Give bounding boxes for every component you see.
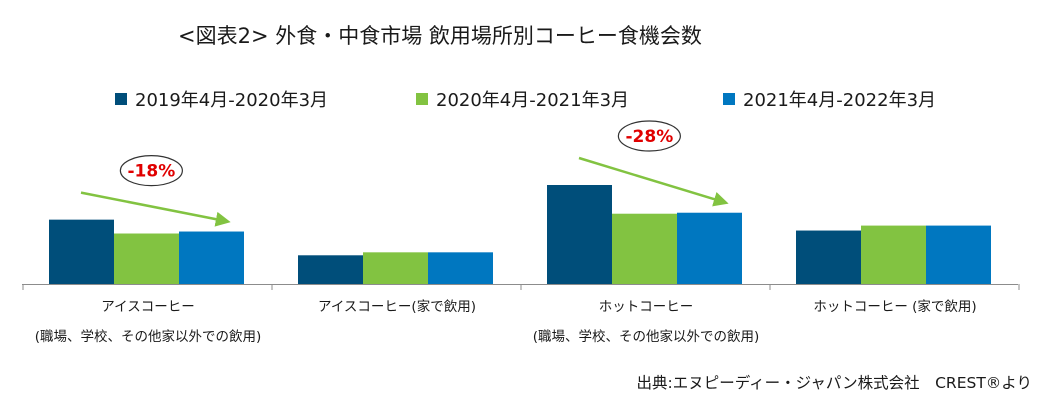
bar-s3-c3 xyxy=(677,212,742,284)
legend-swatch-3 xyxy=(723,93,735,105)
legend-swatch-2 xyxy=(416,93,428,105)
legend-item-1: 2019年4月-2020年3月 xyxy=(115,87,328,111)
source-note: 出典:エヌピーディー・ジャパン株式会社 CREST®より xyxy=(636,374,1032,392)
category-label-line: アイスコーヒー xyxy=(101,299,195,315)
bar-s2-c3 xyxy=(612,213,677,284)
category-label-line: (職場、学校、その他家以外での飲用) xyxy=(532,329,760,345)
bar-s3-c1 xyxy=(179,231,244,284)
bar-s3-c2 xyxy=(428,252,493,284)
category-label-1: アイスコーヒー (職場、学校、その他家以外での飲用) xyxy=(23,292,273,352)
legend-item-2: 2020年4月-2021年3月 xyxy=(416,87,629,111)
bar-s2-c2 xyxy=(363,252,428,284)
bar-s2-c4 xyxy=(861,225,926,284)
legend-label-2: 2020年4月-2021年3月 xyxy=(436,90,630,111)
bar-s1-c3 xyxy=(547,185,612,284)
chart-title: <図表2> 外食・中食市場 飲用場所別コーヒー食機会数 xyxy=(178,24,702,48)
trend-arrow-2 xyxy=(578,156,729,207)
category-label-line: ホットコーヒー xyxy=(598,299,694,315)
trend-arrow-1 xyxy=(80,191,231,227)
legend-label-3: 2021年4月-2022年3月 xyxy=(743,90,937,111)
bar-s1-c4 xyxy=(796,230,861,284)
legend-label-1: 2019年4月-2020年3月 xyxy=(135,90,329,111)
legend-swatch-1 xyxy=(115,93,127,105)
legend-item-3: 2021年4月-2022年3月 xyxy=(723,87,936,111)
change-badge-2 xyxy=(617,120,681,152)
category-label-2: アイスコーヒー(家で飲用) xyxy=(272,292,522,322)
change-label-2: -28% xyxy=(626,127,674,147)
change-label-1: -18% xyxy=(128,162,176,182)
category-label-4: ホットコーヒー (家で飲用) xyxy=(770,292,1020,322)
category-label-3: ホットコーヒー (職場、学校、その他家以外での飲用) xyxy=(521,292,771,352)
bar-s2-c1 xyxy=(114,233,179,284)
category-label-line: アイスコーヒー(家で飲用) xyxy=(318,299,476,315)
change-badge-1 xyxy=(119,155,183,187)
bar-s3-c4 xyxy=(926,225,991,284)
category-label-line: (職場、学校、その他家以外での飲用) xyxy=(34,329,262,345)
bar-s1-c1 xyxy=(49,219,114,284)
bar-s1-c2 xyxy=(298,255,363,284)
category-label-line: ホットコーヒー (家で飲用) xyxy=(813,299,977,315)
